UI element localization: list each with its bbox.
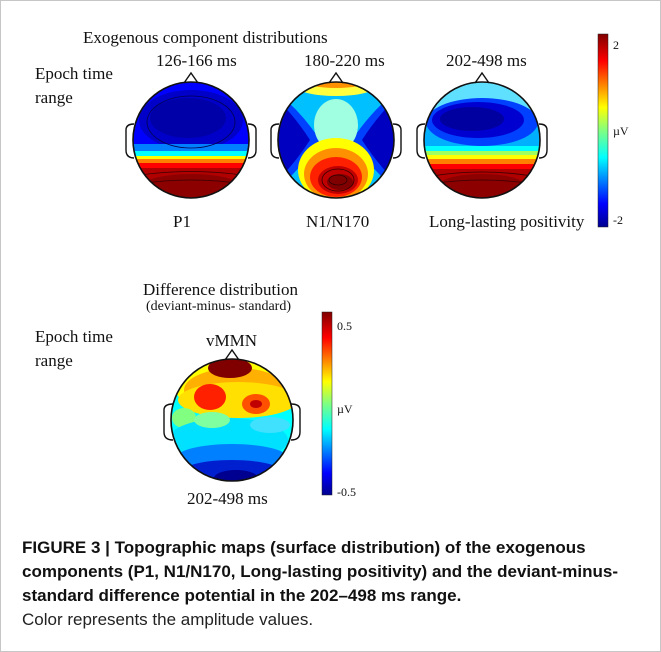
bottom-row-label-line1: Epoch time [35,327,113,346]
figure-caption: FIGURE 3 | Topographic maps (surface dis… [22,536,642,632]
map-2-component: N1/N170 [306,212,370,231]
head-map-vmmn [163,348,301,482]
map-3-time: 202-498 ms [446,51,527,70]
head-map-n1-n170 [270,71,402,199]
top-colorbar-min: -2 [613,213,623,227]
diff-map-time: 202-498 ms [187,489,268,508]
top-colorbar [597,33,609,228]
map-1-time: 126-166 ms [156,51,237,70]
diff-map-component: vMMN [206,331,258,350]
head-map-p1 [125,71,257,199]
bottom-row-label-line2: range [35,351,73,370]
top-colorbar-unit: µV [613,124,629,138]
bottom-colorbar-unit: µV [337,402,353,416]
map-3-component: Long-lasting positivity [429,212,585,231]
bottom-section-subtitle: (deviant-minus- standard) [146,299,292,314]
head-map-long-lasting-positivity [416,71,548,199]
map-2-time: 180-220 ms [304,51,385,70]
caption-bold: FIGURE 3 | Topographic maps (surface dis… [22,538,619,605]
bottom-colorbar [321,311,333,496]
top-section-title: Exogenous component distributions [83,28,328,47]
bottom-colorbar-min: -0.5 [337,485,356,499]
top-row-label-line1: Epoch time [35,64,113,83]
top-row-label-line2: range [35,88,73,107]
caption-normal: Color represents the amplitude values. [22,610,314,629]
bottom-colorbar-max: 0.5 [337,319,352,333]
top-colorbar-max: 2 [613,38,619,52]
bottom-section-title: Difference distribution [143,280,299,299]
map-1-component: P1 [173,212,191,231]
